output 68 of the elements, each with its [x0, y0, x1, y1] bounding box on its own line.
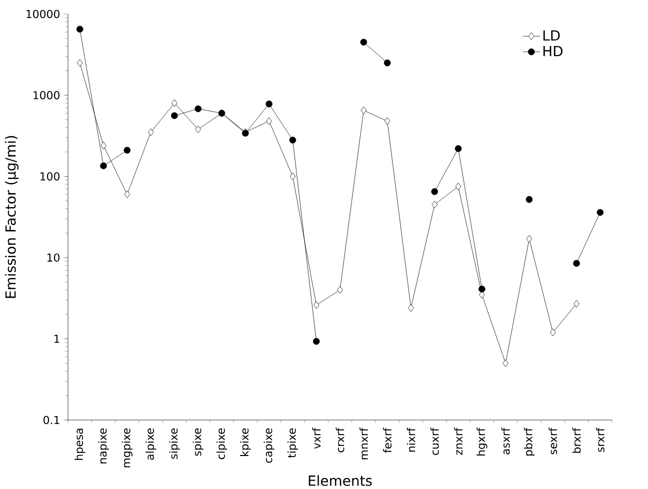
y-tick-label: 10: [47, 253, 60, 262]
point: [384, 59, 391, 66]
point: [454, 145, 462, 152]
x-tick-label: napixe: [98, 428, 109, 464]
point: [526, 196, 533, 203]
point: [172, 99, 178, 107]
x-tick-label: brxrf: [572, 428, 581, 453]
x-tick-label: hpesa: [74, 428, 86, 460]
point: [266, 100, 272, 108]
point: [573, 260, 580, 267]
x-tick-label: spixe: [192, 428, 204, 456]
point: [171, 112, 178, 120]
point: [337, 286, 343, 294]
point: [384, 117, 390, 125]
x-tick-label: capixe: [264, 428, 274, 463]
x-tick-label: fexrf: [383, 428, 392, 453]
x-tick-label: tipixe: [287, 428, 298, 458]
point: [478, 286, 486, 292]
point: [432, 200, 438, 208]
y-tick-label: 10000: [26, 10, 60, 18]
point: [194, 105, 202, 112]
x-tick-label: asxrf: [501, 428, 510, 454]
x-tick-label: sipixe: [169, 428, 180, 459]
x-tick-label: kpixe: [240, 428, 251, 456]
point: [431, 188, 438, 195]
point: [408, 304, 414, 312]
x-tick-label: alpixe: [145, 428, 156, 460]
point: [100, 162, 107, 170]
x-tick-label: sexrf: [548, 428, 558, 454]
y-axis-title: Emission Factor (µg/mi): [5, 136, 19, 298]
legend-label: HD: [543, 46, 562, 56]
point: [574, 300, 580, 308]
legend-label: LD: [543, 30, 560, 41]
x-tick-label: hgxrf: [476, 428, 488, 456]
point: [313, 301, 320, 309]
point: [596, 209, 604, 216]
point: [124, 146, 131, 154]
point: [312, 338, 320, 345]
x-tick-label: clpixe: [216, 428, 228, 460]
x-tick-label: nixrf: [406, 428, 416, 452]
point: [266, 117, 272, 125]
point: [290, 172, 296, 180]
point: [526, 235, 532, 243]
x-tick-label: vxrf: [312, 428, 321, 449]
x-tick-label: mnxrf: [359, 428, 368, 460]
point: [124, 190, 130, 198]
y-tick-label: 1000: [34, 91, 60, 100]
point: [289, 136, 296, 144]
point: [76, 26, 84, 33]
point: [195, 126, 201, 134]
x-tick-label: crxrf: [336, 428, 344, 452]
x-tick-label: znxrf: [454, 428, 462, 455]
point: [502, 359, 508, 368]
point: [455, 182, 462, 190]
x-axis-title: Elements: [308, 475, 372, 486]
x-tick-label: pbxrf: [524, 428, 535, 456]
y-tick-label: 1: [54, 334, 60, 343]
point: [360, 38, 368, 46]
x-tick-label: mgpixe: [122, 428, 132, 468]
y-tick-label: 100: [40, 172, 60, 181]
point: [360, 106, 367, 114]
point: [550, 328, 556, 336]
x-tick-label: srxrf: [596, 428, 604, 452]
point: [148, 128, 154, 136]
y-tick-label: 0.1: [44, 416, 60, 424]
point: [100, 142, 106, 150]
point: [76, 59, 83, 67]
x-tick-label: cuxrf: [430, 428, 439, 455]
